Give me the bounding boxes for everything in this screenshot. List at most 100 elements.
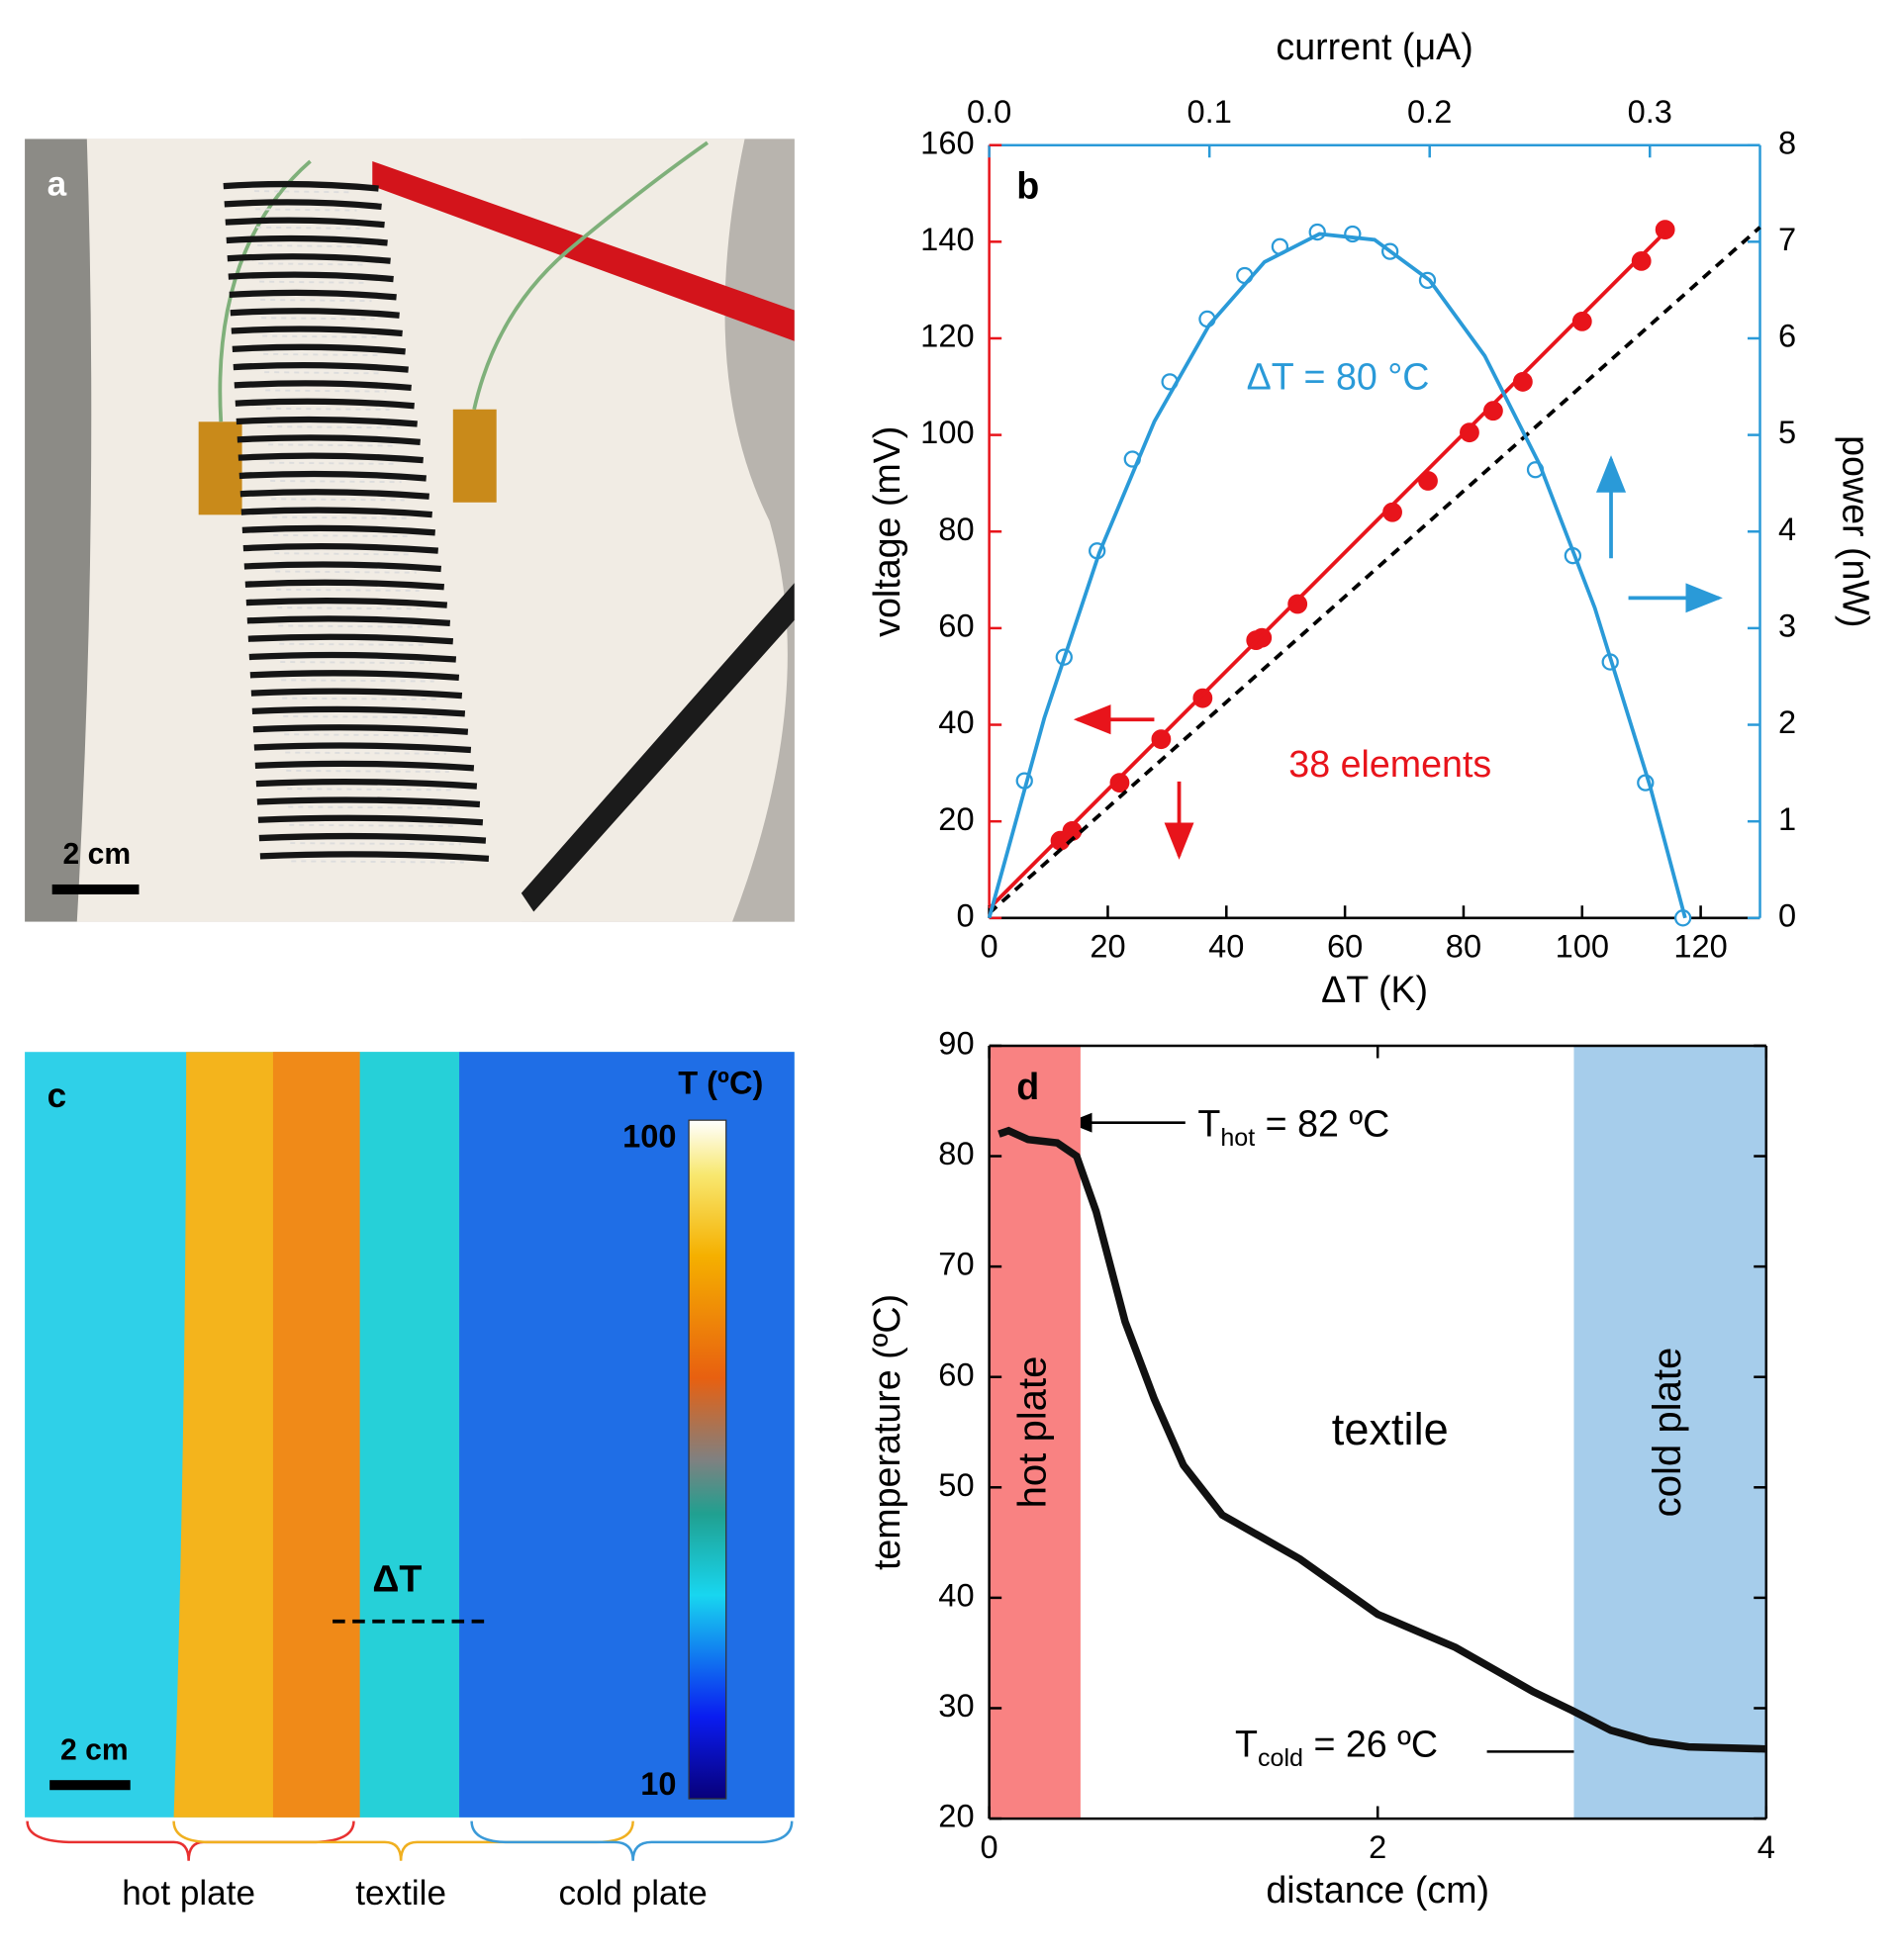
x-tick-label: 4 [1757, 1828, 1775, 1865]
thermal-panel: c T (ºC) 100 10 ΔT 2 cm hot plate textil… [25, 1052, 795, 1913]
y-tick-label: 90 [938, 1025, 974, 1062]
element-strip [225, 217, 385, 229]
element-strip [224, 199, 382, 211]
y-axis-title: voltage (mV) [866, 426, 907, 637]
y-tick-label: 40 [938, 1577, 974, 1614]
element-strip [244, 579, 445, 591]
element-strip [253, 742, 472, 754]
y2-tick-label: 6 [1778, 318, 1796, 354]
y-tick-label: 80 [938, 511, 974, 547]
element-strip [245, 597, 448, 608]
element-strip [239, 489, 429, 500]
element-stitch [283, 715, 440, 719]
thermoelectric-elements [223, 180, 490, 864]
y2-tick-label: 3 [1778, 607, 1796, 644]
delta-label: ΔT [372, 1558, 422, 1600]
thermocouple-tape [452, 409, 497, 503]
element-strip [228, 271, 394, 283]
element-strip [240, 507, 432, 518]
x-tick-label: 0 [981, 928, 998, 965]
scale-bar [51, 884, 140, 894]
y2-tick-label: 8 [1778, 124, 1796, 160]
colorbar-min: 10 [640, 1765, 676, 1802]
x-tick-label: 120 [1673, 928, 1727, 965]
element-strip [258, 832, 487, 844]
annotation: Tcold = 26 ºC [1235, 1723, 1438, 1771]
element-strip [227, 253, 391, 264]
element-strip [229, 289, 397, 301]
region-label: textile [355, 1874, 446, 1913]
y2-tick-label: 0 [1778, 896, 1796, 933]
element-strip [259, 851, 490, 863]
colorbar-max: 100 [622, 1118, 676, 1155]
element-stitch [286, 769, 449, 774]
element-stitch [290, 842, 461, 846]
element-strip [248, 651, 457, 663]
scale-label: 2 cm [63, 838, 132, 871]
annotation-main: T [1235, 1723, 1258, 1764]
element-stitch [274, 552, 414, 556]
y-tick-label: 140 [920, 221, 974, 257]
element-stitch [254, 190, 354, 194]
element-stitch [271, 498, 405, 502]
black-probe [521, 583, 795, 912]
element-stitch [255, 208, 357, 212]
element-strip [241, 524, 435, 536]
scale-label: 2 cm [60, 1733, 129, 1766]
element-strip [238, 470, 427, 482]
annotation-rest: = 82 ºC [1255, 1102, 1389, 1144]
x-tick-label: 100 [1556, 928, 1609, 965]
element-strip [247, 633, 454, 645]
annotation: Thot = 82 ºC [1197, 1102, 1389, 1151]
y-tick-label: 70 [938, 1246, 974, 1282]
y-tick-label: 50 [938, 1466, 974, 1503]
y-tick-label: 0 [956, 896, 974, 933]
data-point [1460, 422, 1479, 443]
thermal-cold [459, 1052, 795, 1818]
y-axis-title: temperature (ºC) [866, 1294, 907, 1570]
element-stitch [282, 697, 437, 700]
colorbar-title: T (ºC) [678, 1065, 763, 1101]
annotation-main: T [1197, 1102, 1220, 1144]
element-strip [252, 724, 469, 735]
element-strip [230, 308, 400, 319]
element-stitch [273, 533, 411, 538]
element-strip [254, 760, 475, 772]
scale-bar [49, 1780, 131, 1791]
region-label: hot plate [122, 1874, 255, 1913]
element-strip [233, 361, 409, 373]
panel-label: d [1016, 1066, 1039, 1107]
y-tick-label: 60 [938, 1355, 974, 1392]
x-tick-label: 80 [1446, 928, 1481, 965]
x2-tick-label: 0.2 [1407, 93, 1452, 130]
element-strip [256, 796, 481, 808]
element-stitch [285, 751, 446, 755]
data-line [997, 1126, 1766, 1753]
element-strip [223, 180, 379, 192]
element-strip [246, 615, 451, 627]
panel-label: b [1016, 165, 1039, 207]
annotation: ΔT = 80 °C [1247, 356, 1430, 398]
brace-hot [26, 1820, 355, 1861]
data-point [1418, 471, 1438, 491]
element-stitch [275, 570, 417, 574]
data-point [1192, 688, 1213, 708]
y2-tick-label: 2 [1778, 703, 1796, 740]
y2-tick-label: 4 [1778, 511, 1796, 547]
x2-tick-label: 0.1 [1187, 93, 1232, 130]
x2-tick-label: 0.3 [1628, 93, 1672, 130]
region-label: cold plate [559, 1874, 708, 1913]
colorbar [688, 1119, 727, 1800]
photo-panel: a 2 cm [25, 139, 795, 922]
element-stitch [278, 624, 426, 628]
x-tick-label: 40 [1208, 928, 1244, 965]
y2-tick-label: 5 [1778, 414, 1796, 450]
data-point [1287, 594, 1308, 614]
element-strip [237, 452, 424, 464]
brace-textile [172, 1820, 634, 1861]
annotation-main: textile [1332, 1404, 1449, 1454]
data-line [988, 231, 1667, 910]
element-stitch [272, 515, 408, 519]
element-stitch [264, 371, 384, 375]
